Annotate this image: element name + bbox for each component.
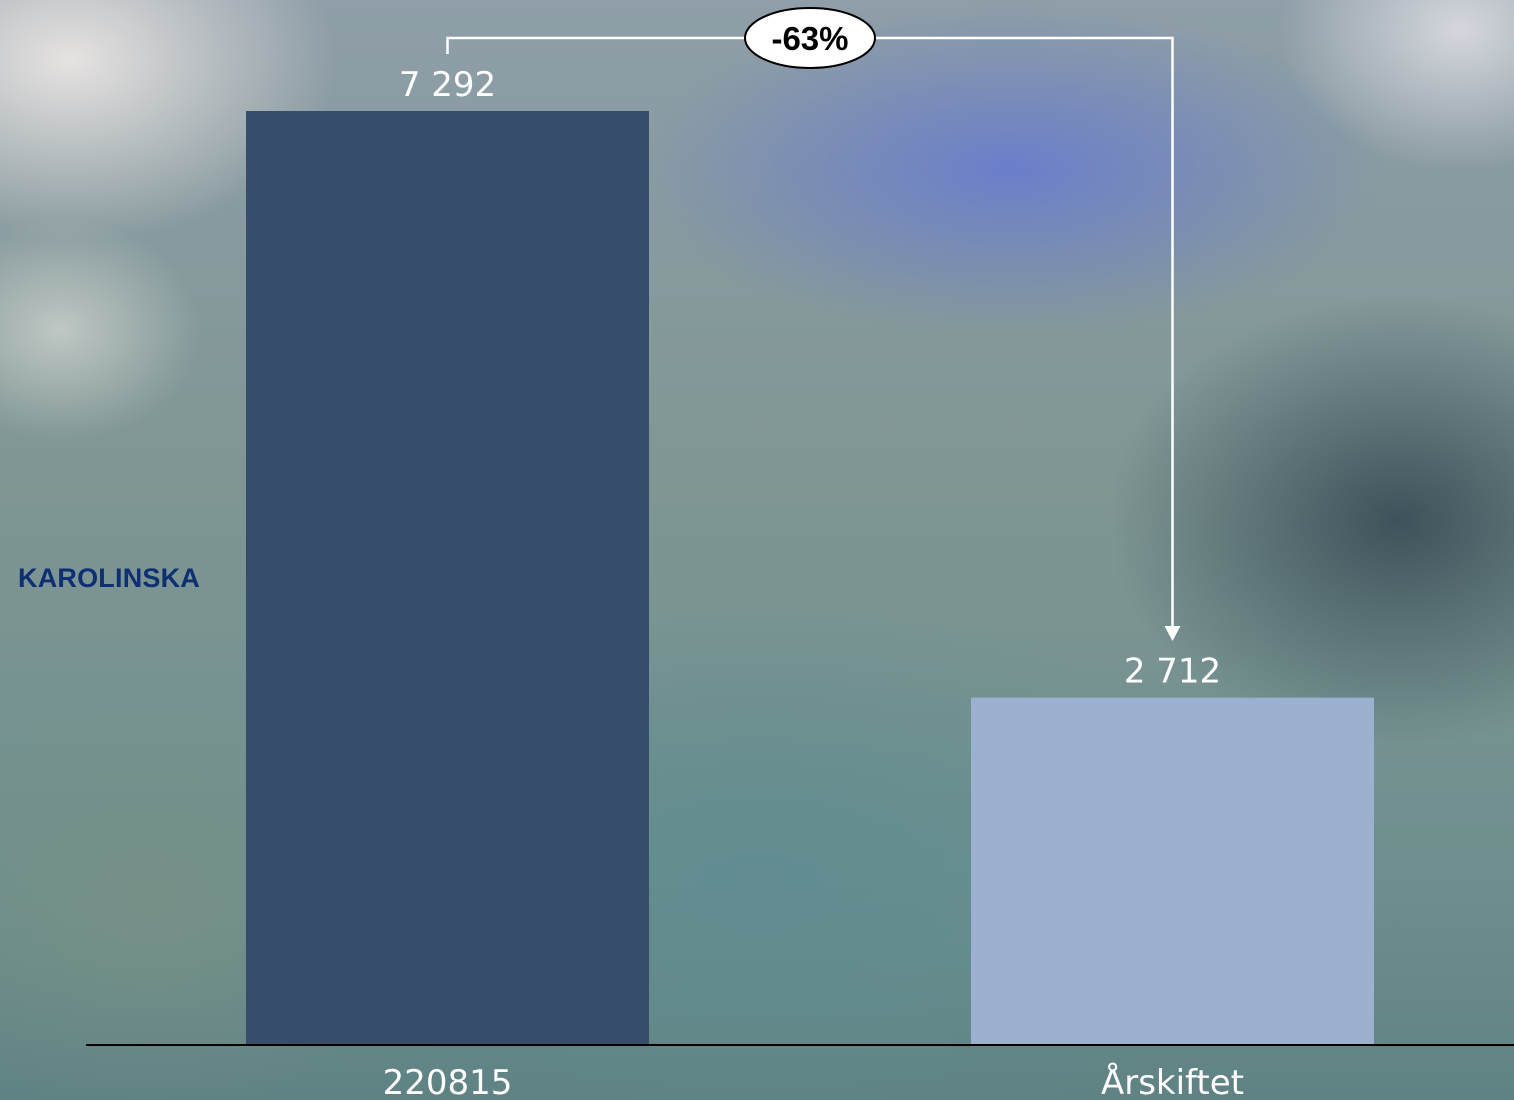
bar-1 bbox=[246, 111, 649, 1045]
change-connector: -63% bbox=[446, 7, 1181, 641]
value-label-2: 2 712 bbox=[1124, 652, 1221, 692]
category-label-2: Årskiftet bbox=[1101, 1062, 1244, 1100]
change-label: -63% bbox=[771, 20, 848, 57]
value-label-1: 7 292 bbox=[399, 65, 496, 105]
arrow-head-icon bbox=[1164, 626, 1181, 641]
side-label: KAROLINSKA bbox=[18, 563, 200, 593]
change-badge bbox=[744, 7, 876, 69]
bar-2 bbox=[971, 697, 1374, 1045]
category-label-1: 220815 bbox=[383, 1063, 513, 1100]
